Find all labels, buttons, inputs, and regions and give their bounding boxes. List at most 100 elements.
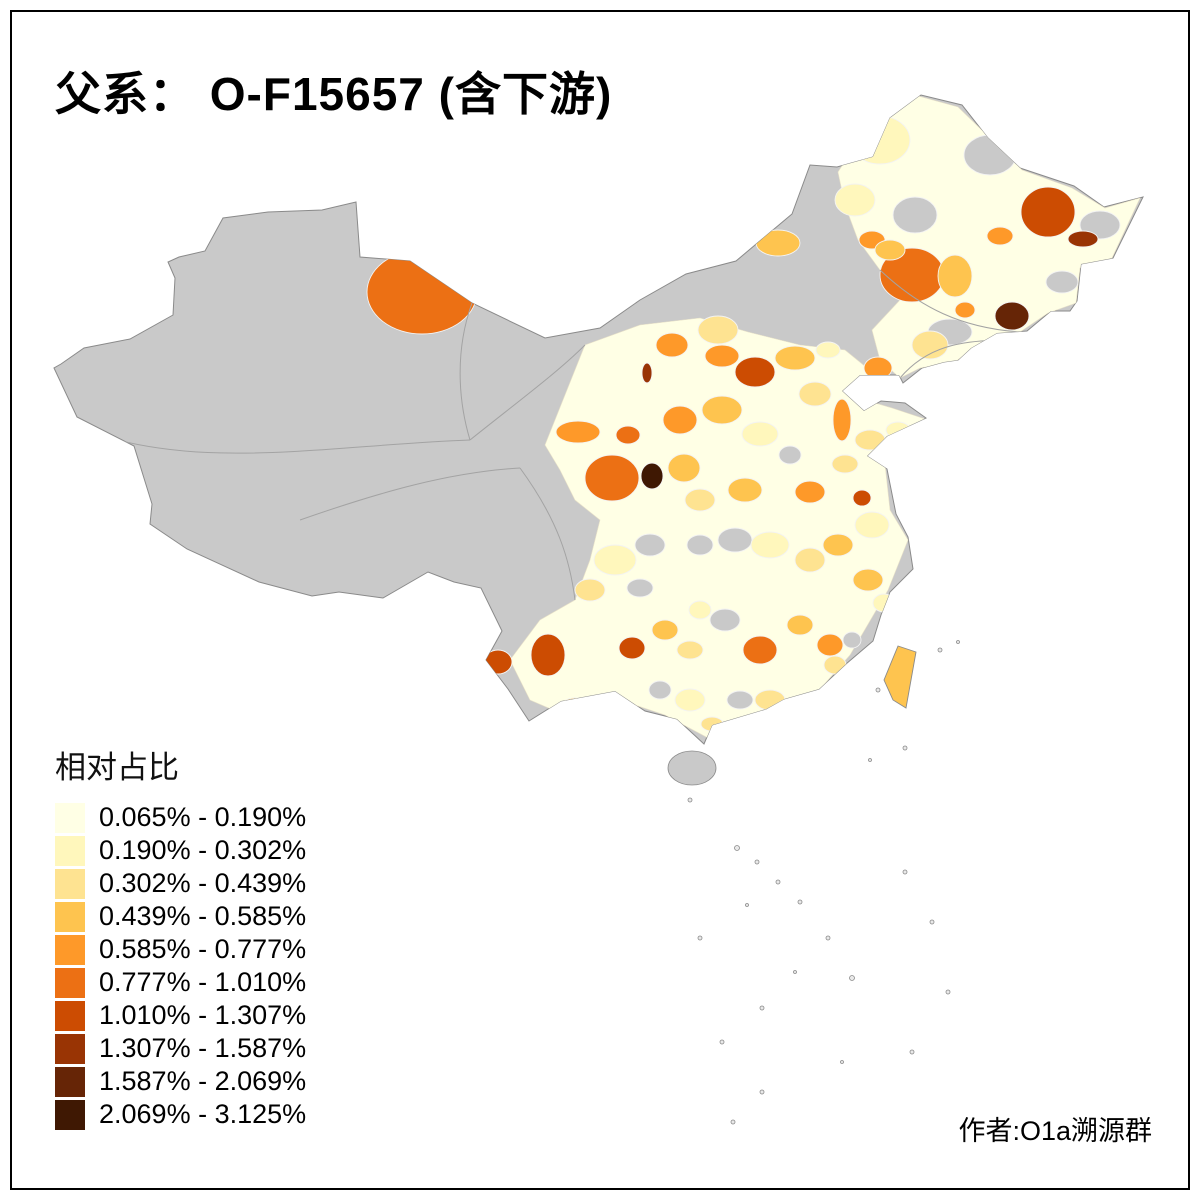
province-border bbox=[519, 467, 576, 601]
region-patch bbox=[555, 420, 601, 444]
legend-label: 0.190% - 0.302% bbox=[99, 835, 307, 865]
legend-row: 0.065% - 0.190% bbox=[55, 801, 306, 834]
region-patch bbox=[872, 593, 896, 613]
region-patch bbox=[954, 301, 976, 319]
legend-row: 0.585% - 0.777% bbox=[55, 933, 306, 966]
region-patch bbox=[593, 544, 637, 576]
legend-swatch bbox=[55, 835, 85, 866]
legend-label: 0.585% - 0.777% bbox=[99, 934, 307, 964]
legend-label: 1.307% - 1.587% bbox=[99, 1033, 307, 1063]
legend-swatch bbox=[55, 934, 85, 965]
region-patch bbox=[834, 183, 876, 217]
region-patch bbox=[832, 398, 852, 442]
region-patch bbox=[584, 454, 640, 502]
legend-swatch bbox=[55, 967, 85, 998]
region-patch bbox=[852, 568, 884, 592]
region-patch bbox=[885, 421, 911, 439]
region-patch bbox=[863, 356, 893, 380]
south-china-sea-islands bbox=[687, 640, 960, 1125]
region-patch bbox=[892, 196, 938, 234]
region-patch bbox=[774, 345, 816, 371]
region-patch bbox=[574, 578, 606, 602]
region-patch bbox=[366, 249, 478, 335]
region-patch bbox=[842, 631, 862, 649]
legend-swatch bbox=[55, 1099, 85, 1130]
region-patch bbox=[701, 395, 743, 425]
legend-label: 0.439% - 0.585% bbox=[99, 901, 307, 931]
hainan-island bbox=[667, 750, 717, 786]
region-patch bbox=[700, 716, 724, 732]
region-patch bbox=[651, 619, 679, 641]
province-border bbox=[459, 302, 473, 441]
legend-label: 0.777% - 1.010% bbox=[99, 967, 307, 997]
region-patch bbox=[634, 533, 666, 557]
legend: 相对占比 0.065% - 0.190% 0.190% - 0.302% 0.3… bbox=[55, 742, 306, 1131]
region-patch bbox=[717, 527, 753, 553]
province-border bbox=[299, 467, 521, 521]
region-patch bbox=[727, 477, 763, 503]
region-patch bbox=[786, 614, 814, 636]
legend-swatch bbox=[55, 901, 85, 932]
region-patch bbox=[641, 362, 653, 384]
region-patch bbox=[1020, 186, 1076, 238]
region-patch bbox=[780, 710, 804, 726]
region-patch bbox=[734, 356, 776, 388]
region-patch bbox=[741, 421, 779, 447]
region-patch bbox=[911, 330, 949, 360]
page-title: 父系： O-F15657 (含下游) bbox=[55, 68, 613, 120]
region-patch bbox=[994, 301, 1030, 331]
region-patch bbox=[697, 315, 739, 345]
region-patch bbox=[937, 254, 973, 298]
legend-label: 0.302% - 0.439% bbox=[99, 868, 307, 898]
legend-row: 0.439% - 0.585% bbox=[55, 900, 306, 933]
region-patch bbox=[755, 229, 801, 257]
legend-label: 2.069% - 3.125% bbox=[99, 1099, 307, 1129]
region-patch bbox=[823, 655, 847, 675]
region-patch bbox=[640, 462, 664, 490]
region-patch bbox=[1045, 270, 1079, 294]
region-patch bbox=[798, 381, 832, 407]
region-patch bbox=[963, 134, 1017, 176]
legend-label: 0.065% - 0.190% bbox=[99, 802, 307, 832]
legend-row: 1.307% - 1.587% bbox=[55, 1032, 306, 1065]
region-patch bbox=[874, 239, 906, 261]
region-patch bbox=[704, 344, 740, 368]
region-patch bbox=[742, 635, 778, 665]
region-patch bbox=[688, 600, 712, 620]
legend-title: 相对占比 bbox=[55, 750, 179, 785]
region-patch bbox=[778, 445, 802, 465]
region-patch bbox=[1067, 230, 1099, 248]
region-patch bbox=[483, 649, 513, 675]
region-patch bbox=[794, 480, 826, 504]
region-patch bbox=[686, 534, 714, 556]
taiwan-island bbox=[883, 645, 917, 709]
legend-swatch bbox=[55, 1033, 85, 1064]
region-patch bbox=[750, 531, 790, 559]
region-patch bbox=[626, 578, 654, 598]
province-border bbox=[469, 344, 586, 441]
legend-swatch bbox=[55, 868, 85, 899]
region-patch bbox=[816, 633, 844, 657]
province-border bbox=[84, 429, 471, 454]
region-patch bbox=[662, 405, 698, 435]
region-patch bbox=[684, 488, 716, 512]
region-patch bbox=[852, 489, 872, 507]
region-patch bbox=[615, 425, 641, 445]
region-patch bbox=[854, 429, 886, 451]
region-patch bbox=[559, 697, 591, 719]
region-patch bbox=[648, 680, 672, 700]
legend-swatch bbox=[55, 1000, 85, 1031]
region-patch bbox=[709, 608, 741, 632]
legend-swatch bbox=[55, 1066, 85, 1097]
legend-swatch bbox=[55, 802, 85, 833]
region-patch bbox=[986, 226, 1014, 246]
legend-row: 0.777% - 1.010% bbox=[55, 966, 306, 999]
legend-row: 0.190% - 0.302% bbox=[55, 834, 306, 867]
region-patch bbox=[667, 453, 701, 483]
region-patch bbox=[794, 547, 826, 573]
region-patch bbox=[822, 533, 854, 557]
region-patch bbox=[674, 688, 706, 712]
legend-row: 1.587% - 2.069% bbox=[55, 1065, 306, 1098]
region-patch bbox=[726, 690, 754, 710]
